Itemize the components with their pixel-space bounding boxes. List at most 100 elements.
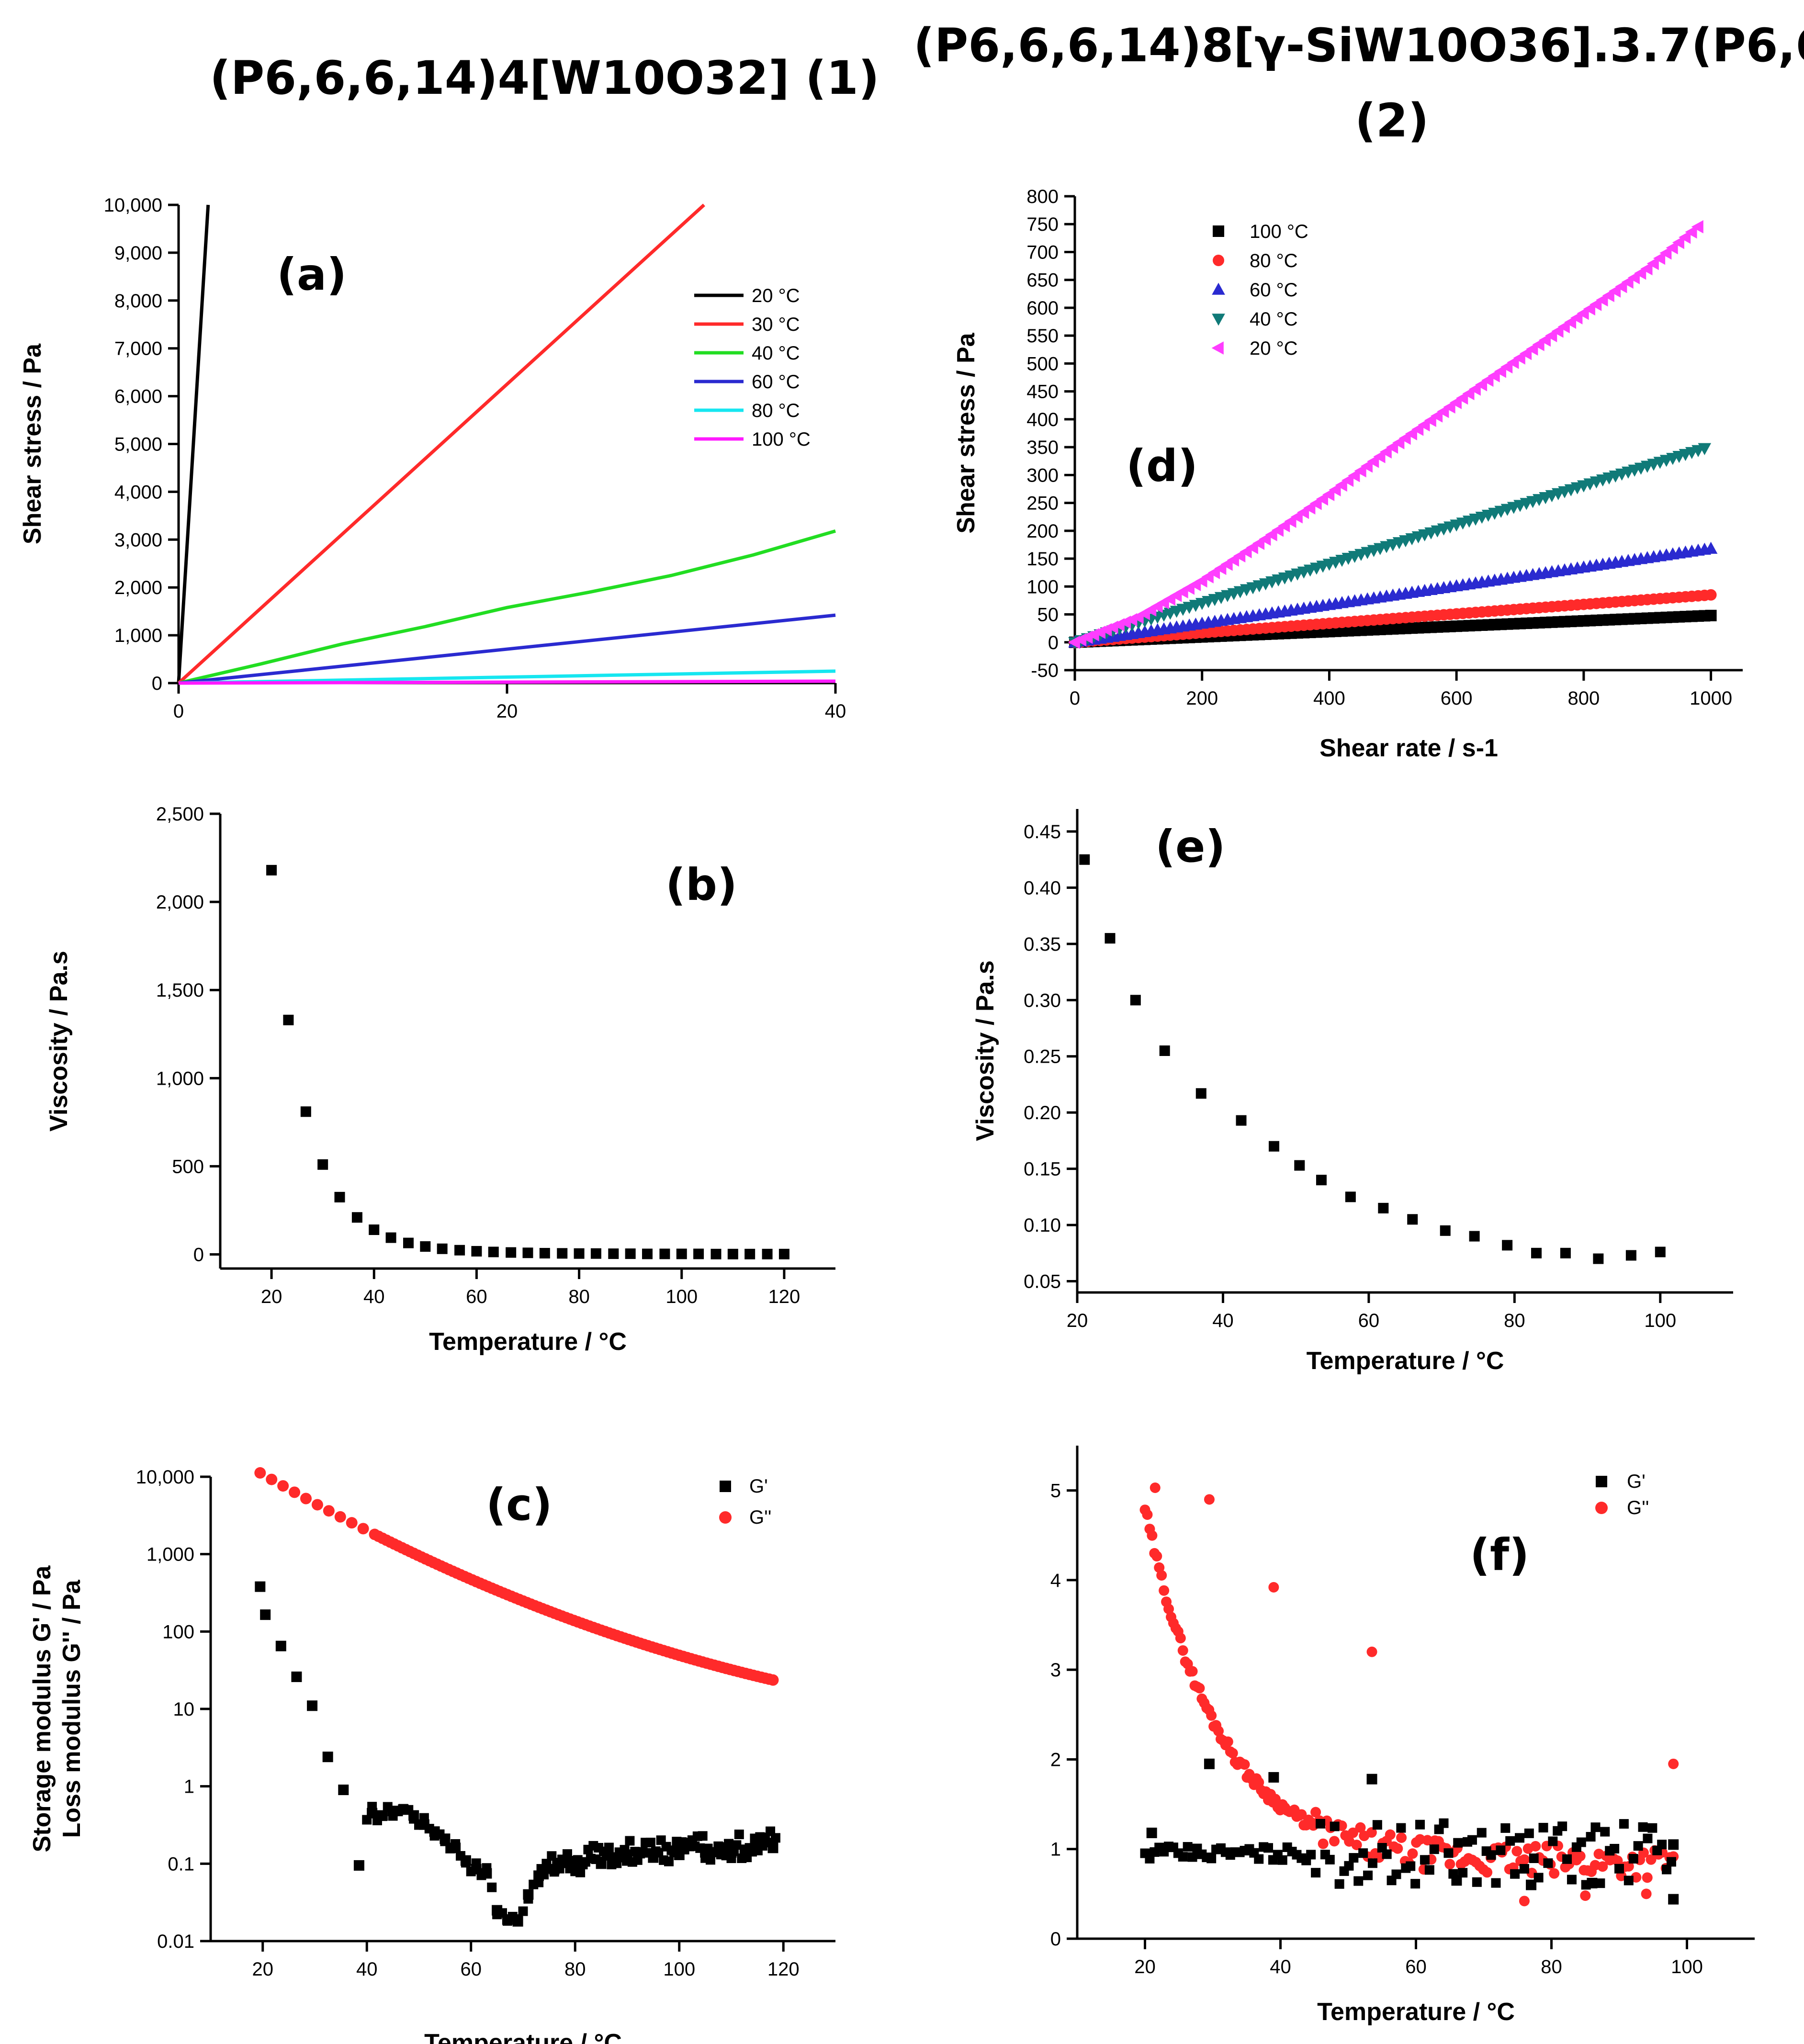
y-tick-label: 8,000 [114,291,162,312]
data-point [1330,1821,1340,1831]
x-axis-label: Temperature / °C [1317,1998,1515,2026]
data-point [1270,1794,1281,1805]
data-point [1195,1088,1206,1099]
data-point [1587,1877,1598,1888]
x-tick-label: 80 [1504,1310,1525,1331]
data-point [1691,220,1703,234]
data-point [1514,1833,1524,1843]
y-tick-label: 0.01 [157,1931,194,1952]
legend-label: G'' [1627,1497,1649,1518]
data-point [1345,1191,1356,1202]
data-point [1263,1843,1274,1853]
data-point [710,1248,722,1259]
data-point [454,1245,465,1256]
data-point [659,1248,670,1259]
y-tick-label: 0.30 [1024,990,1061,1011]
data-point [1156,1570,1167,1581]
y-tick-label: -50 [1031,660,1059,681]
data-point [1079,854,1090,865]
x-tick-label: 100 [665,1286,698,1307]
data-point [1351,1840,1362,1851]
x-tick-label: 20 [261,1286,282,1307]
legend-label: 80 °C [752,400,800,421]
panel-label: (b) [665,859,737,910]
data-point [1657,1840,1667,1850]
y-tick-label: 250 [1026,493,1059,514]
x-axis-label: Temperature / °C [429,1328,627,1356]
data-point [1415,1819,1425,1830]
data-point [1704,541,1718,554]
data-point [346,1517,358,1529]
data-point [1254,1854,1264,1864]
y-tick-label: 0.10 [1024,1215,1061,1236]
data-point [744,1248,755,1259]
data-point [1529,1853,1539,1864]
data-point [1595,1878,1605,1888]
data-point [1628,1853,1638,1864]
data-point [487,1882,497,1892]
panel-label: (f) [1470,1529,1529,1581]
series-line [177,204,210,684]
data-point [266,865,277,876]
panel-label: (c) [486,1479,552,1530]
data-point [1538,1823,1548,1833]
y-tick-label: 0 [152,673,162,694]
data-point [351,1212,362,1223]
data-point [1424,1865,1434,1875]
data-point [1277,1855,1287,1865]
data-point [1194,1683,1205,1694]
data-point [539,1247,550,1258]
data-point [289,1486,301,1498]
data-point [645,1838,655,1848]
data-point [1549,1868,1560,1879]
data-point [322,1752,333,1763]
data-point [403,1237,414,1248]
data-point [377,1811,387,1821]
data-point [1316,1175,1327,1186]
data-point [719,1511,732,1524]
legend-label: 80 °C [1250,250,1298,271]
y-tick-label: 10 [173,1699,195,1720]
title-right-line2: (2) [1355,94,1429,147]
data-point [1472,1877,1482,1887]
y-tick-label: 0 [1048,632,1059,653]
y-tick-label: 7,000 [114,338,162,359]
data-point [300,1106,311,1117]
data-point [770,1833,780,1843]
data-point [1524,1828,1534,1838]
y-tick-label: 1,000 [114,625,162,646]
data-point [1548,1836,1558,1846]
x-tick-label: 40 [356,1959,378,1980]
data-point [778,1248,789,1259]
y-tick-label: 0.25 [1024,1046,1061,1067]
y-tick-label: 0 [1050,1929,1061,1950]
data-point [1396,1823,1406,1833]
x-tick-label: 40 [1212,1310,1234,1331]
data-point [1151,1550,1162,1561]
data-point [466,1866,476,1876]
x-tick-label: 60 [1405,1956,1427,1977]
data-point [1646,1854,1657,1865]
y-axis-label: Shear stress / Pa [952,332,980,533]
data-point [437,1243,448,1254]
data-point [1105,933,1116,944]
legend-label: 20 °C [1250,338,1298,359]
legend-label: G'' [749,1507,771,1528]
data-point [698,1831,708,1841]
data-point [1619,1819,1629,1829]
data-point [1236,1115,1247,1126]
data-point [1310,1807,1321,1818]
data-point [1659,246,1672,260]
data-point [1641,1888,1652,1899]
data-point [1653,251,1666,265]
legend-label: 100 °C [752,429,811,450]
legend-label: 100 °C [1250,221,1308,242]
data-point [1177,1645,1188,1656]
data-point [334,1511,346,1523]
data-point [575,1867,586,1877]
data-point [1363,1870,1373,1880]
series-line [178,679,836,685]
data-point [1666,1857,1676,1867]
y-tick-label: 9,000 [114,243,162,264]
data-point [385,1232,396,1243]
